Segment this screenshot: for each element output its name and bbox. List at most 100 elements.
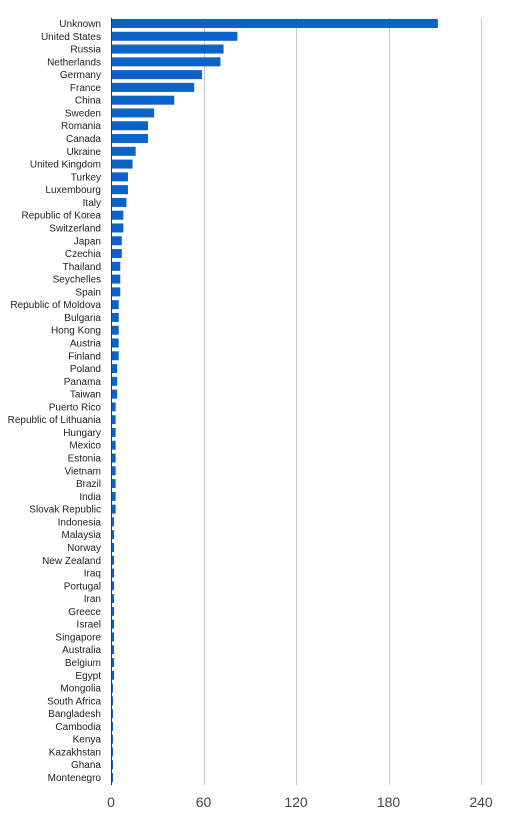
bar xyxy=(112,594,115,604)
bar xyxy=(112,453,116,463)
category-label: Netherlands xyxy=(47,57,101,68)
category-label: Singapore xyxy=(55,632,101,643)
bar xyxy=(112,517,115,527)
category-label: Republic of Moldova xyxy=(10,300,101,311)
category-label: Czechia xyxy=(65,249,102,260)
bar xyxy=(112,95,175,105)
bar xyxy=(112,632,115,642)
bar xyxy=(112,159,133,169)
category-label: Portugal xyxy=(64,581,101,592)
bar xyxy=(112,645,115,655)
category-label: Malaysia xyxy=(62,530,102,541)
bar xyxy=(112,312,119,322)
bar xyxy=(112,427,116,437)
bar-layer xyxy=(112,19,438,783)
bar xyxy=(112,44,224,54)
bar xyxy=(112,287,121,297)
bar xyxy=(112,70,202,80)
category-label: Russia xyxy=(70,45,101,56)
category-label: Australia xyxy=(62,645,101,656)
bar xyxy=(112,82,195,92)
bar xyxy=(112,466,116,476)
bar xyxy=(112,709,113,719)
bar xyxy=(112,351,119,361)
bar xyxy=(112,734,113,744)
category-label: Taiwan xyxy=(70,390,101,401)
category-label: France xyxy=(70,83,102,94)
category-label: Iraq xyxy=(84,569,101,580)
bar xyxy=(112,223,124,233)
bar xyxy=(112,760,113,770)
x-tick-label: 0 xyxy=(107,794,115,810)
bar xyxy=(112,376,118,386)
category-label: Greece xyxy=(68,607,101,618)
category-label: Ukraine xyxy=(67,147,102,158)
bar xyxy=(112,479,116,489)
bar xyxy=(112,491,116,501)
category-label: Germany xyxy=(60,70,101,81)
bar xyxy=(112,236,122,246)
category-label: Panama xyxy=(64,377,102,388)
category-label: Belgium xyxy=(65,658,101,669)
category-label: Japan xyxy=(74,236,101,247)
bar xyxy=(112,606,115,616)
category-label: Bulgaria xyxy=(64,313,101,324)
category-label: New Zealand xyxy=(42,556,101,567)
bar xyxy=(112,581,115,591)
bar xyxy=(112,274,121,284)
bar xyxy=(112,389,118,399)
x-tick-label: 120 xyxy=(284,794,308,810)
category-label: Indonesia xyxy=(58,517,102,528)
category-label: Romania xyxy=(61,121,101,132)
bar xyxy=(112,747,113,757)
category-label: Republic of Lithuania xyxy=(8,415,102,426)
bar xyxy=(112,185,128,195)
category-label: Ghana xyxy=(71,760,101,771)
bar xyxy=(112,555,115,565)
category-label: Finland xyxy=(68,351,101,362)
bar xyxy=(112,134,148,144)
bar xyxy=(112,210,124,220)
category-label: Seychelles xyxy=(53,275,101,286)
category-label: Hong Kong xyxy=(51,326,101,337)
x-tick-label-layer: 0 60 120 180 240 xyxy=(107,794,493,810)
bar xyxy=(112,721,113,731)
category-label: Egypt xyxy=(75,671,101,682)
category-label: Mongolia xyxy=(60,684,101,695)
bar xyxy=(112,364,118,374)
category-label: Thailand xyxy=(63,262,101,273)
x-tick-label: 60 xyxy=(196,794,212,810)
bar xyxy=(112,325,119,335)
category-label: Estonia xyxy=(68,454,102,465)
x-tick-label: 180 xyxy=(377,794,401,810)
category-label: Vietnam xyxy=(64,466,101,477)
category-label: Republic of Korea xyxy=(22,211,102,222)
bar xyxy=(112,542,115,552)
category-label: Mexico xyxy=(69,441,101,452)
category-label: Brazil xyxy=(76,479,101,490)
bar xyxy=(112,402,116,412)
bar xyxy=(112,300,119,310)
bar xyxy=(112,658,115,667)
category-label: Kazakhstan xyxy=(49,747,101,758)
bar xyxy=(112,683,113,693)
category-label: South Africa xyxy=(47,696,101,707)
category-label: Switzerland xyxy=(49,223,101,234)
bar xyxy=(112,440,116,450)
bar xyxy=(112,108,155,118)
bar xyxy=(112,696,113,706)
category-label: China xyxy=(75,96,102,107)
grid-layer xyxy=(111,18,482,785)
category-label: United States xyxy=(41,32,101,43)
bar xyxy=(112,530,115,540)
bar xyxy=(112,670,115,680)
category-label: Puerto Rico xyxy=(49,402,102,413)
category-label: Norway xyxy=(67,543,101,554)
category-label: Israel xyxy=(77,620,101,631)
bar xyxy=(112,338,119,348)
category-label: Unknown xyxy=(59,19,101,30)
bar xyxy=(112,249,122,259)
bar xyxy=(112,504,116,514)
category-label: Cambodia xyxy=(55,722,101,733)
